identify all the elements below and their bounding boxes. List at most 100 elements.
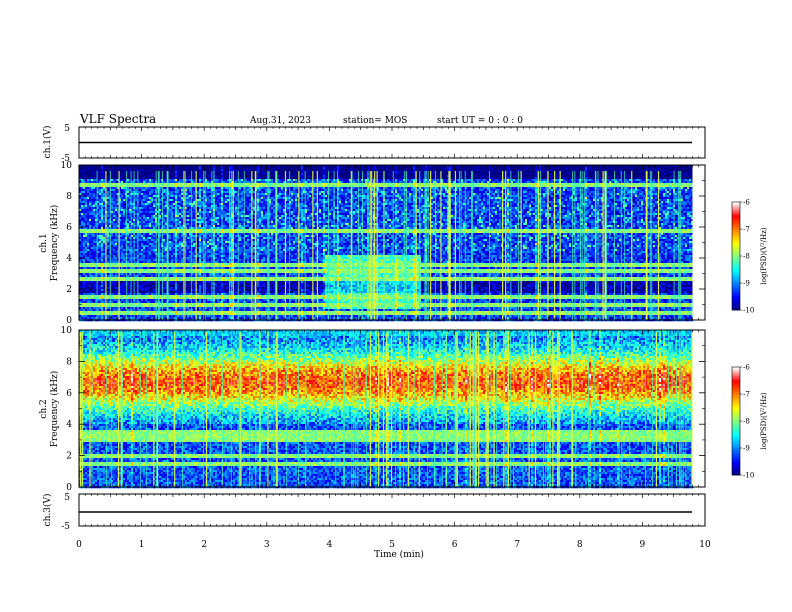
spectrogram-cell <box>117 253 120 256</box>
spectrogram-cell <box>125 271 128 274</box>
spectrogram-cell <box>131 259 134 262</box>
spectrogram-cell <box>201 187 204 190</box>
spectrogram-cell <box>111 269 114 272</box>
spectrogram-cell <box>127 291 130 294</box>
spectrogram-cell <box>175 171 178 174</box>
spectrogram-cell <box>199 185 202 188</box>
spectrogram-cell <box>125 305 128 308</box>
spectrogram-cell <box>101 269 104 272</box>
spectrogram-cell <box>125 211 128 214</box>
spectrogram-cell <box>127 165 130 168</box>
spectrogram-cell <box>199 195 202 198</box>
spectrogram-cell <box>87 243 90 246</box>
spectrogram-cell <box>169 169 172 172</box>
spectrogram-cell <box>101 227 104 230</box>
spectrogram-cell <box>85 223 88 226</box>
spectrogram-cell <box>169 305 172 308</box>
spectrogram-cell <box>187 167 190 170</box>
spectrogram-cell <box>95 311 98 314</box>
spectrogram-cell <box>117 285 120 288</box>
spectrogram-cell <box>107 259 110 262</box>
spectrogram-cell <box>149 241 152 244</box>
spectrogram-cell <box>135 213 138 216</box>
spectrogram-cell <box>129 203 132 206</box>
spectrogram-cell <box>155 165 158 168</box>
spectrogram-cell <box>127 183 130 186</box>
spectrogram-cell <box>171 275 174 278</box>
spectrogram-cell <box>151 197 154 200</box>
spectrogram-cell <box>175 311 178 314</box>
spectrogram-cell <box>175 237 178 240</box>
spectrogram-cell <box>173 289 176 292</box>
spectrogram-cell <box>153 179 156 182</box>
spectrogram-cell <box>165 179 168 182</box>
spectrogram-cell <box>113 297 116 300</box>
spectrogram-cell <box>151 279 154 282</box>
spectrogram-cell <box>179 237 182 240</box>
spectrogram-cell <box>139 249 142 252</box>
spectrogram-cell <box>143 257 146 260</box>
spectrogram-cell <box>175 297 178 300</box>
spectrogram-cell <box>115 283 118 286</box>
spectrogram-cell <box>139 219 142 222</box>
spectrogram-cell <box>175 259 178 262</box>
spectrogram-cell <box>193 291 196 294</box>
spectrogram-cell <box>191 177 194 180</box>
spectrogram-cell <box>189 171 192 174</box>
spectrogram-cell <box>127 301 130 304</box>
spectrogram-cell <box>141 235 144 238</box>
spectrogram-cell <box>111 233 114 236</box>
spectrogram-cell <box>119 187 122 190</box>
spectrogram-cell <box>119 267 122 270</box>
spectrogram-cell <box>187 221 190 224</box>
spectrogram-cell <box>197 221 200 224</box>
spectrogram-cell <box>113 259 116 262</box>
spectrogram-cell <box>91 281 94 284</box>
spectrogram-cell <box>197 173 200 176</box>
spectrogram-cell <box>123 255 126 258</box>
spectrogram-cell <box>169 225 172 228</box>
spectrogram-cell <box>123 265 126 268</box>
spectrogram-cell <box>165 301 168 304</box>
spectrogram-cell <box>125 227 128 230</box>
spectrogram-cell <box>107 181 110 184</box>
spectrogram-cell <box>91 171 94 174</box>
spectrogram-cell <box>93 241 96 244</box>
spectrogram-cell <box>151 297 154 300</box>
spectrogram-cell <box>195 165 198 168</box>
spectrogram-cell <box>143 227 146 230</box>
spectrogram-cell <box>117 269 120 272</box>
spectrogram-cell <box>179 207 182 210</box>
spectrogram-cell <box>97 215 100 218</box>
spectrogram-cell <box>97 255 100 258</box>
spectrogram-cell <box>103 233 106 236</box>
spectrogram-cell <box>91 299 94 302</box>
spectrogram-cell <box>171 301 174 304</box>
spectrogram-cell <box>171 283 174 286</box>
spectrogram-cell <box>145 201 148 204</box>
spectrogram-cell <box>87 173 90 176</box>
spectrogram-cell <box>129 273 132 276</box>
spectrogram-cell <box>143 211 146 214</box>
spectrogram-cell <box>101 201 104 204</box>
spectrogram-cell <box>95 283 98 286</box>
spectrogram-cell <box>171 277 174 280</box>
spectrogram-cell <box>151 239 154 242</box>
spectrogram-cell <box>181 191 184 194</box>
spectrogram-cell <box>101 217 104 220</box>
spectrogram-cell <box>93 305 96 308</box>
spectrogram-cell <box>159 199 162 202</box>
spectrogram-cell <box>181 233 184 236</box>
spectrogram-cell <box>131 261 134 264</box>
spectrogram-cell <box>141 317 144 320</box>
spectrogram-cell <box>117 273 120 276</box>
spectrogram-cell <box>85 199 88 202</box>
spectrogram-cell <box>187 247 190 250</box>
spectrogram-cell <box>187 313 190 316</box>
spectrogram-cell <box>101 235 104 238</box>
spectrogram-cell <box>97 253 100 256</box>
spectrogram-cell <box>97 267 100 270</box>
spectrogram-cell <box>181 207 184 210</box>
spectrogram-cell <box>185 171 188 174</box>
